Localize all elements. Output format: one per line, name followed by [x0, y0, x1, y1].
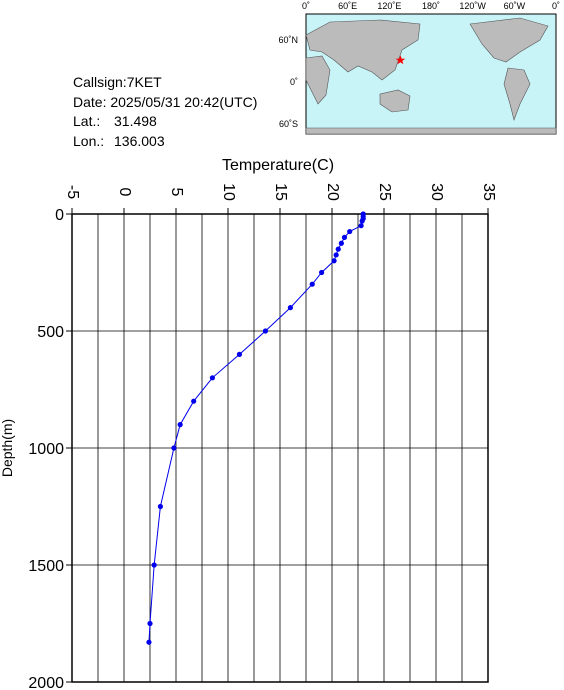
data-point [146, 639, 152, 645]
map [305, 13, 557, 135]
x-tick-label: 20 [324, 183, 341, 201]
map-land [305, 17, 557, 135]
data-point [157, 503, 163, 510]
data-point [359, 218, 365, 224]
x-tick-label: 30 [428, 183, 445, 201]
y-tick-label: 1500 [28, 558, 64, 575]
data-point [341, 234, 348, 240]
data-point [347, 228, 353, 235]
y-tick-label: 0 [55, 207, 64, 224]
map-lon-label: 120˚E [377, 1, 401, 11]
data-point [358, 223, 364, 229]
data-point [209, 375, 215, 381]
map-lat-label: 60˚S [279, 119, 298, 129]
profile-line [148, 214, 364, 643]
y-tick-label: 2000 [28, 675, 64, 690]
map-lat-label: 60˚N [278, 35, 298, 45]
date: Date: 2025/05/31 20:42(UTC) [73, 94, 257, 110]
data-point [151, 562, 157, 568]
lat-label: Lat.: [73, 113, 100, 129]
data-point [262, 328, 269, 334]
x-tick-label: -5 [64, 185, 81, 199]
lat-value: 31.498 [114, 113, 157, 129]
x-tick-label: 15 [272, 183, 289, 201]
x-tick-label: 5 [168, 188, 185, 197]
data-point [335, 246, 341, 252]
x-tick-label: 35 [480, 183, 497, 201]
data-point [171, 445, 177, 451]
map-lon-label: 0˚ [302, 1, 310, 11]
map-lon-label: 180˚ [422, 1, 440, 11]
data-point [191, 398, 197, 404]
data-point [287, 305, 293, 311]
station-marker [395, 55, 406, 65]
data-point [319, 269, 325, 276]
data-point [338, 240, 344, 246]
data-point [236, 351, 243, 357]
x-tick-label: 10 [220, 183, 237, 201]
data-point [309, 281, 315, 287]
x-tick-label: 0 [116, 188, 133, 197]
map-lon-label: 120˚W [459, 1, 486, 11]
map-lon-label: 60˚E [338, 1, 357, 11]
callsign: Callsign:7KET [73, 74, 162, 90]
data-point [331, 258, 337, 264]
x-tick-label: 25 [376, 183, 393, 201]
y-axis-label: Depth(m) [0, 419, 15, 477]
map-lon-label: 0˚ [552, 1, 560, 11]
y-tick-label: 500 [37, 324, 64, 341]
x-axis-label: Temperature(C) [222, 157, 334, 174]
map-lat-label: 0˚ [290, 77, 298, 87]
lon-value: 136.003 [114, 133, 165, 149]
map-lon-label: 60˚W [504, 1, 526, 11]
lon-label: Lon.: [73, 133, 104, 149]
data-point [177, 422, 183, 428]
y-tick-label: 1000 [28, 441, 64, 458]
data-point [147, 620, 153, 627]
data-point [333, 252, 339, 258]
